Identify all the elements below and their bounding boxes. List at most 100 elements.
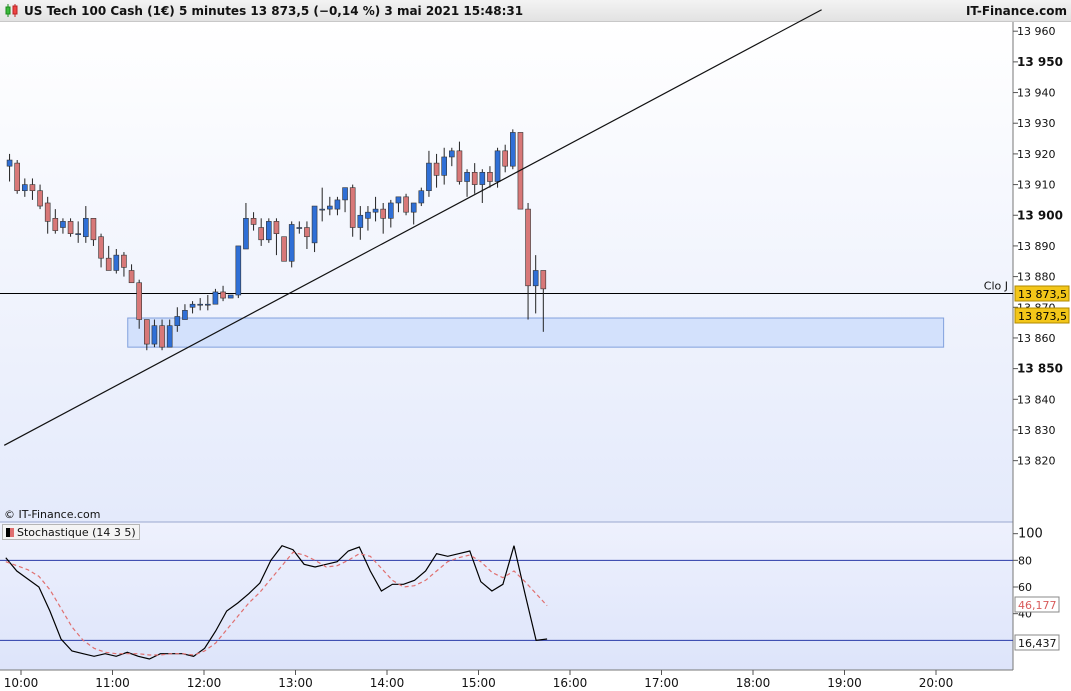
candle-body	[14, 162, 20, 192]
legend-item-prix[interactable]: Prix	[2, 22, 42, 38]
price-badge-label: 13 873,5	[1018, 288, 1067, 301]
candle	[540, 270, 547, 332]
candle-body	[479, 172, 486, 185]
candle	[441, 147, 447, 185]
candle	[98, 233, 104, 268]
candle-body	[532, 270, 539, 287]
candle-body	[487, 172, 493, 182]
y-tick-label: 13 940	[1017, 87, 1056, 100]
candle-body	[304, 227, 310, 238]
candle-body	[121, 254, 127, 268]
legend-item-prix-2[interactable]: Prix	[115, 22, 156, 38]
price-panel-background	[0, 22, 1013, 522]
candle	[532, 255, 539, 314]
candle-body	[128, 270, 135, 284]
candle	[426, 150, 432, 197]
candle	[266, 218, 272, 243]
candle-swatch-icon	[119, 25, 128, 35]
x-tick-label: 18:00	[736, 676, 771, 690]
y-tick-label: 13 920	[1017, 148, 1056, 161]
price-badge	[1014, 285, 1070, 302]
stoch-tick-label: 80	[1018, 554, 1032, 567]
candle-body	[464, 172, 470, 182]
candle-body	[334, 199, 341, 210]
candle	[403, 193, 409, 216]
y-tick-label: 13 850	[1017, 362, 1063, 376]
trendline	[3, 9, 822, 446]
candle	[52, 209, 59, 234]
candle	[281, 236, 287, 262]
candle-body	[494, 150, 501, 182]
candle-swatch-icon	[6, 25, 14, 35]
candle	[410, 202, 417, 225]
candle-body	[388, 202, 394, 219]
stoch-main-line	[5, 544, 548, 660]
candle	[212, 288, 219, 305]
candle	[128, 264, 135, 284]
y-tick-label: 13 950	[1017, 55, 1063, 69]
x-tick-label: 16:00	[553, 676, 588, 690]
candle-body	[159, 325, 165, 348]
y-tick-label: 13 880	[1017, 271, 1056, 284]
candle-body	[136, 282, 142, 320]
candle	[6, 153, 13, 182]
candle	[182, 304, 188, 320]
candle	[487, 166, 493, 188]
legend-item-stochastique[interactable]: Stochastique (14 3 5)	[2, 524, 140, 540]
brand-label: IT-Finance.com	[965, 4, 1067, 18]
candle-body	[410, 202, 417, 213]
candle-body	[29, 184, 36, 192]
candle-body	[250, 218, 257, 225]
candle-body	[105, 257, 112, 271]
candle-body	[395, 196, 402, 204]
candle	[388, 199, 394, 228]
close-reference-label: Clo J	[984, 279, 1008, 292]
support-zone	[127, 317, 945, 348]
candle	[220, 285, 226, 302]
candle-body	[174, 316, 181, 326]
x-tick-label: 19:00	[827, 676, 862, 690]
candle-body	[166, 325, 173, 348]
title-bar: US Tech 100 Cash (1€) 5 minutes 13 873,5…	[0, 0, 1071, 22]
candle	[60, 218, 66, 234]
stoch-value-label: 46,177	[1018, 599, 1057, 612]
stoch-value-badge	[1014, 596, 1060, 613]
x-tick-label: 17:00	[644, 676, 679, 690]
candle	[433, 153, 440, 188]
candle-body	[273, 221, 280, 234]
legend-label: Clôture (J)	[56, 23, 112, 37]
x-tick-label: 13:00	[278, 676, 313, 690]
candle-body	[197, 303, 203, 306]
candle	[151, 319, 158, 348]
candle	[510, 129, 516, 170]
candle-body	[205, 303, 211, 306]
candle-body	[510, 132, 516, 167]
candle-body	[296, 227, 303, 229]
candle	[14, 160, 20, 194]
legend-item-cloture[interactable]: Clôture (J)	[41, 22, 116, 38]
y-tick-label: 13 960	[1017, 25, 1056, 38]
candle-body	[502, 150, 508, 167]
candle	[105, 245, 112, 271]
candle-body	[90, 218, 97, 241]
x-tick-label: 15:00	[461, 676, 496, 690]
candle	[372, 196, 379, 222]
candle-body	[311, 205, 318, 244]
candle	[456, 141, 463, 185]
candle-body	[426, 162, 432, 192]
candle	[67, 218, 74, 237]
candle-body	[258, 227, 264, 241]
candle	[342, 187, 348, 213]
stoch-signal-line	[5, 551, 548, 656]
price-legend: Prix Clôture (J) Prix	[2, 22, 156, 38]
candle	[258, 218, 264, 246]
candle	[479, 169, 486, 203]
candle-body	[517, 132, 524, 210]
candle-body	[365, 211, 371, 219]
candle	[205, 295, 211, 311]
candle	[334, 196, 341, 216]
candle-body	[441, 156, 447, 176]
candle	[159, 319, 165, 351]
candle-body	[372, 208, 379, 213]
